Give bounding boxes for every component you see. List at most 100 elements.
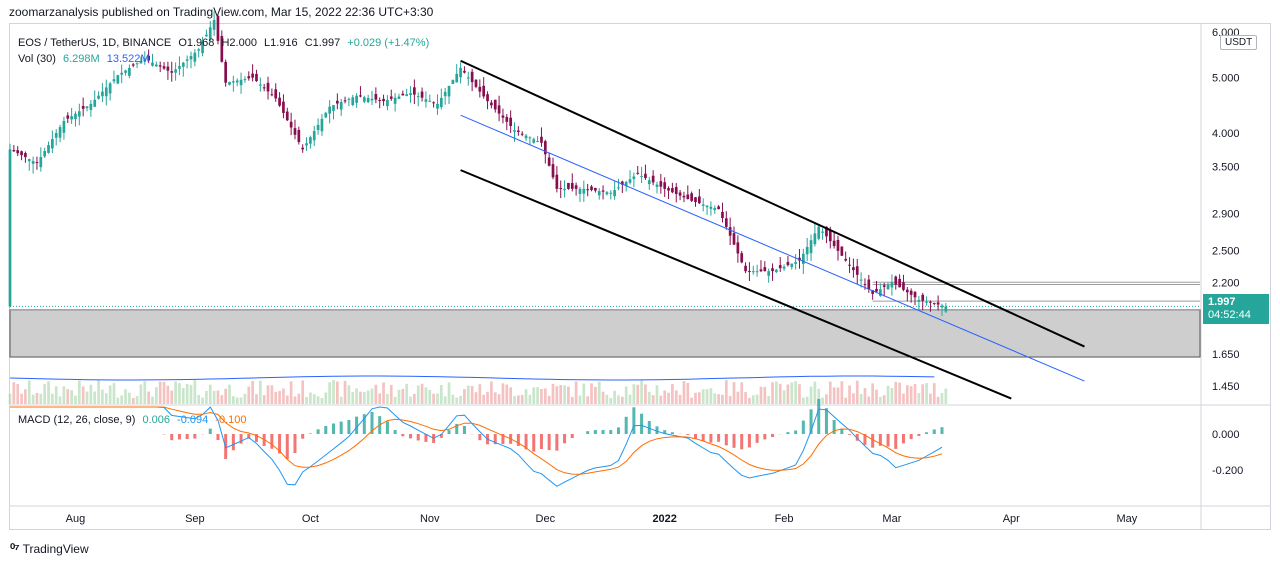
volume-bar — [771, 382, 774, 404]
candle-body — [671, 188, 674, 193]
candle-body — [401, 93, 405, 96]
candle-body — [332, 105, 335, 111]
candle-body — [239, 79, 243, 86]
candle-body — [724, 218, 728, 227]
volume-bar — [370, 388, 374, 404]
candle-body — [393, 97, 397, 104]
candle-body — [70, 116, 73, 120]
volume-bar — [93, 391, 97, 404]
volume-bar — [813, 381, 817, 404]
candle-body — [801, 253, 805, 264]
candle-body — [301, 147, 305, 150]
candle-body — [205, 34, 208, 37]
volume-bar — [620, 396, 624, 404]
candle-body — [775, 269, 778, 273]
candle-body — [490, 102, 493, 106]
volume-bar — [794, 381, 797, 404]
volume-bar — [855, 380, 859, 404]
candle-body — [466, 77, 470, 79]
volume-bar — [817, 388, 821, 404]
candle-body — [93, 99, 97, 107]
macd-legend[interactable]: MACD (12, 26, close, 9) 0.006 -0.094 -0.… — [18, 414, 251, 426]
time-tick-label: Feb — [775, 513, 794, 525]
candle-body — [255, 73, 258, 82]
volume-bar — [659, 395, 663, 404]
candle-body — [586, 189, 590, 191]
volume-bar — [701, 389, 705, 404]
candle-body — [659, 181, 663, 187]
volume-title[interactable]: Vol (30) — [18, 53, 56, 65]
volume-bar — [836, 387, 840, 404]
volume-bar — [108, 385, 112, 404]
volume-bar — [162, 381, 166, 404]
volume-bar — [917, 393, 921, 404]
currency-tag[interactable]: USDT — [1220, 35, 1258, 50]
last-price: 1.997 — [1208, 296, 1236, 308]
macd-histogram-bar — [878, 434, 882, 446]
candle-body — [497, 105, 501, 114]
volume-bar — [536, 387, 539, 404]
volume-bar — [694, 392, 697, 404]
macd-histogram-bar — [416, 434, 420, 441]
candle-body — [443, 91, 447, 97]
candle-body — [913, 291, 917, 298]
macd-histogram-bar — [647, 420, 651, 434]
candle-body — [339, 101, 343, 110]
macd-histogram-bar — [863, 434, 867, 445]
volume-bar — [698, 392, 701, 404]
tradingview-logo[interactable]: ⁰⁷ TradingView — [10, 541, 89, 557]
candle-body — [902, 282, 905, 290]
volume-bar — [251, 380, 254, 404]
macd-title[interactable]: MACD (12, 26, close, 9) — [18, 414, 136, 426]
volume-bar — [632, 384, 636, 404]
volume-bar — [35, 392, 39, 404]
volume-bar — [362, 392, 366, 404]
candle-body — [944, 306, 948, 312]
volume-bar — [39, 393, 43, 404]
candle-body — [655, 184, 659, 187]
volume-bar — [266, 385, 270, 404]
candle-body — [493, 99, 497, 110]
candle-body — [285, 111, 289, 121]
macd-histogram-bar — [524, 434, 528, 450]
volume-bar — [809, 386, 813, 404]
candle-body — [597, 191, 601, 196]
candle-body — [378, 100, 382, 102]
volume-bar — [116, 397, 120, 404]
candle-body — [828, 230, 832, 242]
volume-bar — [147, 391, 150, 404]
volume-bar — [463, 389, 466, 404]
candle-body — [813, 233, 817, 245]
candle-body — [694, 197, 697, 203]
candle-body — [682, 195, 686, 198]
volume-bar — [197, 394, 201, 404]
volume-bar — [940, 392, 944, 404]
volume-bar — [748, 397, 751, 404]
candle-body — [347, 98, 351, 100]
candle-body — [470, 71, 474, 83]
volume-bar — [840, 381, 844, 404]
volume-bar — [220, 395, 224, 404]
candle-body — [551, 164, 555, 178]
volume-bar — [609, 397, 613, 404]
volume-bar — [178, 383, 181, 404]
candle-body — [54, 133, 58, 138]
candle-body — [428, 100, 432, 102]
symbol-legend[interactable]: EOS / TetherUS, 1D, BINANCE O1.968 H2.00… — [18, 35, 429, 67]
candle-body — [636, 172, 640, 174]
candle-body — [309, 137, 312, 144]
volume-bar — [732, 382, 736, 404]
candle-body — [101, 91, 104, 97]
candle-body — [705, 205, 709, 208]
candle-body — [875, 288, 878, 292]
volume-bar — [570, 396, 574, 404]
macd-tick-label: -0.200 — [1212, 465, 1243, 477]
macd-histogram-bar — [355, 416, 359, 434]
volume-bar — [31, 394, 35, 404]
symbol-title[interactable]: EOS / TetherUS, 1D, BINANCE — [18, 37, 172, 49]
macd-histogram-bar — [747, 434, 751, 448]
macd-histogram-bar — [609, 430, 613, 434]
candle-body — [235, 80, 239, 83]
macd-histogram-bar — [563, 434, 567, 444]
